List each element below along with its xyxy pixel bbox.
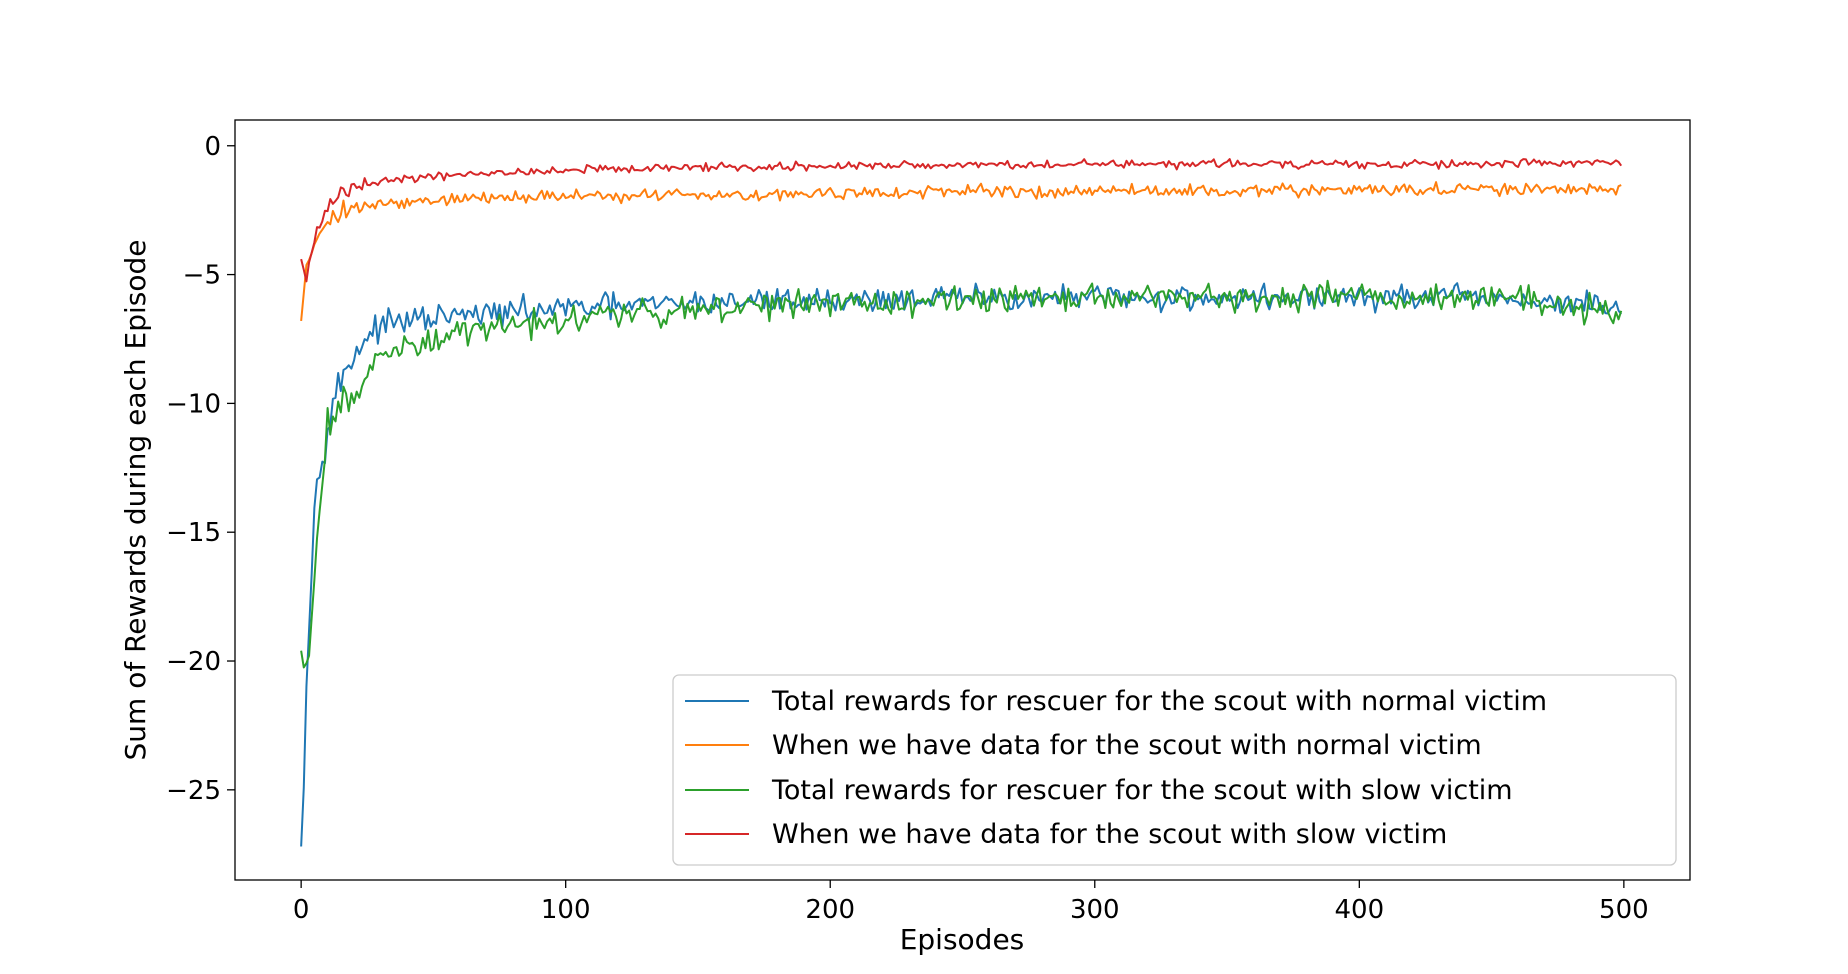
series-line-3 xyxy=(300,279,1623,669)
y-tick-label: −10 xyxy=(166,389,221,419)
legend-label-normal-total: Total rewards for rescuer for the scout … xyxy=(771,686,1547,717)
series-line-4 xyxy=(300,158,1623,283)
y-tick-label: −15 xyxy=(166,518,221,548)
y-tick-label: −20 xyxy=(166,647,221,677)
series-layer xyxy=(300,158,1623,847)
x-tick-label: 400 xyxy=(1334,895,1384,925)
series-line-1 xyxy=(300,282,1622,847)
y-axis-label: Sum of Rewards during each Episode xyxy=(119,240,152,761)
series-line-2 xyxy=(300,181,1622,322)
axis-ticks: 0 100 200 300 400 500 0 −5 −10 −15 −20 −25 xyxy=(166,132,1649,925)
y-tick-label: −25 xyxy=(166,776,221,806)
legend-label-normal-data: When we have data for the scout with nor… xyxy=(772,730,1482,761)
x-tick-label: 300 xyxy=(1070,895,1120,925)
x-tick-label: 100 xyxy=(541,895,591,925)
y-tick-label: 0 xyxy=(204,132,221,162)
legend-label-slow-total: Total rewards for rescuer for the scout … xyxy=(771,775,1513,806)
x-axis-label: Episodes xyxy=(900,923,1025,956)
y-tick-label: −5 xyxy=(183,261,221,291)
x-tick-label: 200 xyxy=(805,895,855,925)
x-tick-label: 500 xyxy=(1599,895,1649,925)
legend-label-slow-data: When we have data for the scout with slo… xyxy=(772,819,1447,850)
legend: Total rewards for rescuer for the scout … xyxy=(672,674,1677,866)
legend-box xyxy=(672,674,1677,866)
plot-frame xyxy=(234,119,1691,881)
x-tick-label: 0 xyxy=(293,895,310,925)
